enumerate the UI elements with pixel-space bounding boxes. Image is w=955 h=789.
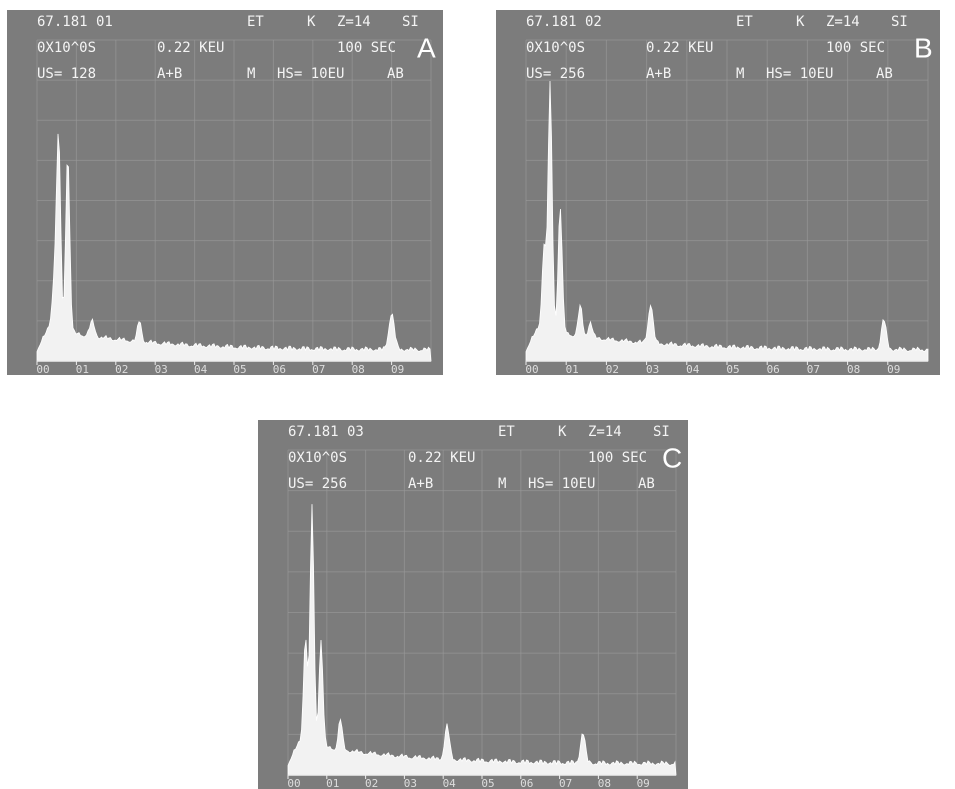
header-text: US= 256 (526, 66, 585, 82)
tick-label: 03 (155, 363, 168, 376)
panel-background (258, 420, 688, 789)
header-text: 100 SEC (588, 450, 647, 466)
tick-label: 08 (352, 363, 365, 376)
header-text: AB (638, 476, 655, 492)
spectrum (287, 504, 677, 776)
tick-label: 07 (807, 363, 820, 376)
tick-label: 04 (443, 777, 457, 789)
tick-label: 08 (847, 363, 860, 376)
header-text: A+B (408, 476, 433, 492)
header-text: ET (736, 14, 753, 30)
header-text: ET (247, 14, 264, 30)
spectrum-panel: 00 01 02 03 04 05 06 07 08 09 67.181 03 ET K Z=14 SI 0X… (258, 420, 688, 789)
tick-label: 02 (606, 363, 619, 376)
tick-label: 01 (76, 363, 89, 376)
header-text: 0X10^0S (526, 40, 585, 56)
header-text: AB (387, 66, 404, 82)
header-text: US= 128 (37, 66, 96, 82)
panel-letter: C (662, 442, 682, 473)
tick-label: 00 (36, 363, 49, 376)
tick-label: 05 (233, 363, 246, 376)
header-text: HS= 10EU (528, 476, 595, 492)
tick-label: 04 (686, 363, 700, 376)
header-text: 0.22 KEU (646, 40, 713, 56)
header-text: 100 SEC (826, 40, 885, 56)
header-text: 0.22 KEU (157, 40, 224, 56)
spectrum (36, 133, 432, 362)
tick-label: 01 (326, 777, 339, 789)
header-text: SI (402, 14, 419, 30)
spectrum (525, 80, 929, 362)
tick-label: 05 (481, 777, 494, 789)
header-text: M (736, 66, 744, 82)
header-text: A+B (157, 66, 182, 82)
panel-background (7, 10, 443, 375)
tick-label: 00 (287, 777, 300, 789)
header-text: K (558, 424, 567, 440)
tick-label: 00 (525, 363, 538, 376)
spectrum-panel: 00 01 02 03 04 05 06 07 08 09 67.181 02 ET K Z=14 SI 0X… (496, 10, 940, 376)
header-text: 0X10^0S (37, 40, 96, 56)
header-text: Z=14 (337, 14, 371, 30)
header-text: ET (498, 424, 515, 440)
header-text: 67.181 01 (37, 14, 113, 30)
tick-label: 02 (365, 777, 378, 789)
tick-label: 09 (391, 363, 404, 376)
tick-label: 03 (646, 363, 659, 376)
panel-letter: B (914, 32, 933, 63)
header-text: HS= 10EU (766, 66, 833, 82)
tick-label: 06 (767, 363, 780, 376)
tick-label: 06 (520, 777, 533, 789)
tick-label: 07 (559, 777, 572, 789)
tick-label: 01 (566, 363, 579, 376)
tick-label: 09 (887, 363, 900, 376)
header-text: Z=14 (826, 14, 860, 30)
header-text: 100 SEC (337, 40, 396, 56)
tick-label: 08 (598, 777, 611, 789)
header-text: 67.181 02 (526, 14, 602, 30)
tick-label: 09 (637, 777, 650, 789)
tick-label: 07 (312, 363, 325, 376)
panel-background (496, 10, 940, 375)
header-text: 0X10^0S (288, 450, 347, 466)
header-text: HS= 10EU (277, 66, 344, 82)
header-text: K (796, 14, 805, 30)
tick-label: 04 (194, 363, 208, 376)
tick-label: 03 (404, 777, 417, 789)
header-text: K (307, 14, 316, 30)
panel-letter: A (417, 32, 436, 63)
header-text: A+B (646, 66, 671, 82)
header-text: US= 256 (288, 476, 347, 492)
spectrum-panel: 00 01 02 03 04 05 06 07 08 09 67.181 01 ET K Z=14 SI 0X… (7, 10, 443, 376)
tick-label: 05 (726, 363, 739, 376)
header-text: AB (876, 66, 893, 82)
header-text: M (498, 476, 506, 492)
header-text: SI (653, 424, 670, 440)
header-text: 67.181 03 (288, 424, 364, 440)
tick-label: 02 (115, 363, 128, 376)
header-text: SI (891, 14, 908, 30)
header-text: Z=14 (588, 424, 622, 440)
tick-label: 06 (273, 363, 286, 376)
header-text: M (247, 66, 255, 82)
header-text: 0.22 KEU (408, 450, 475, 466)
